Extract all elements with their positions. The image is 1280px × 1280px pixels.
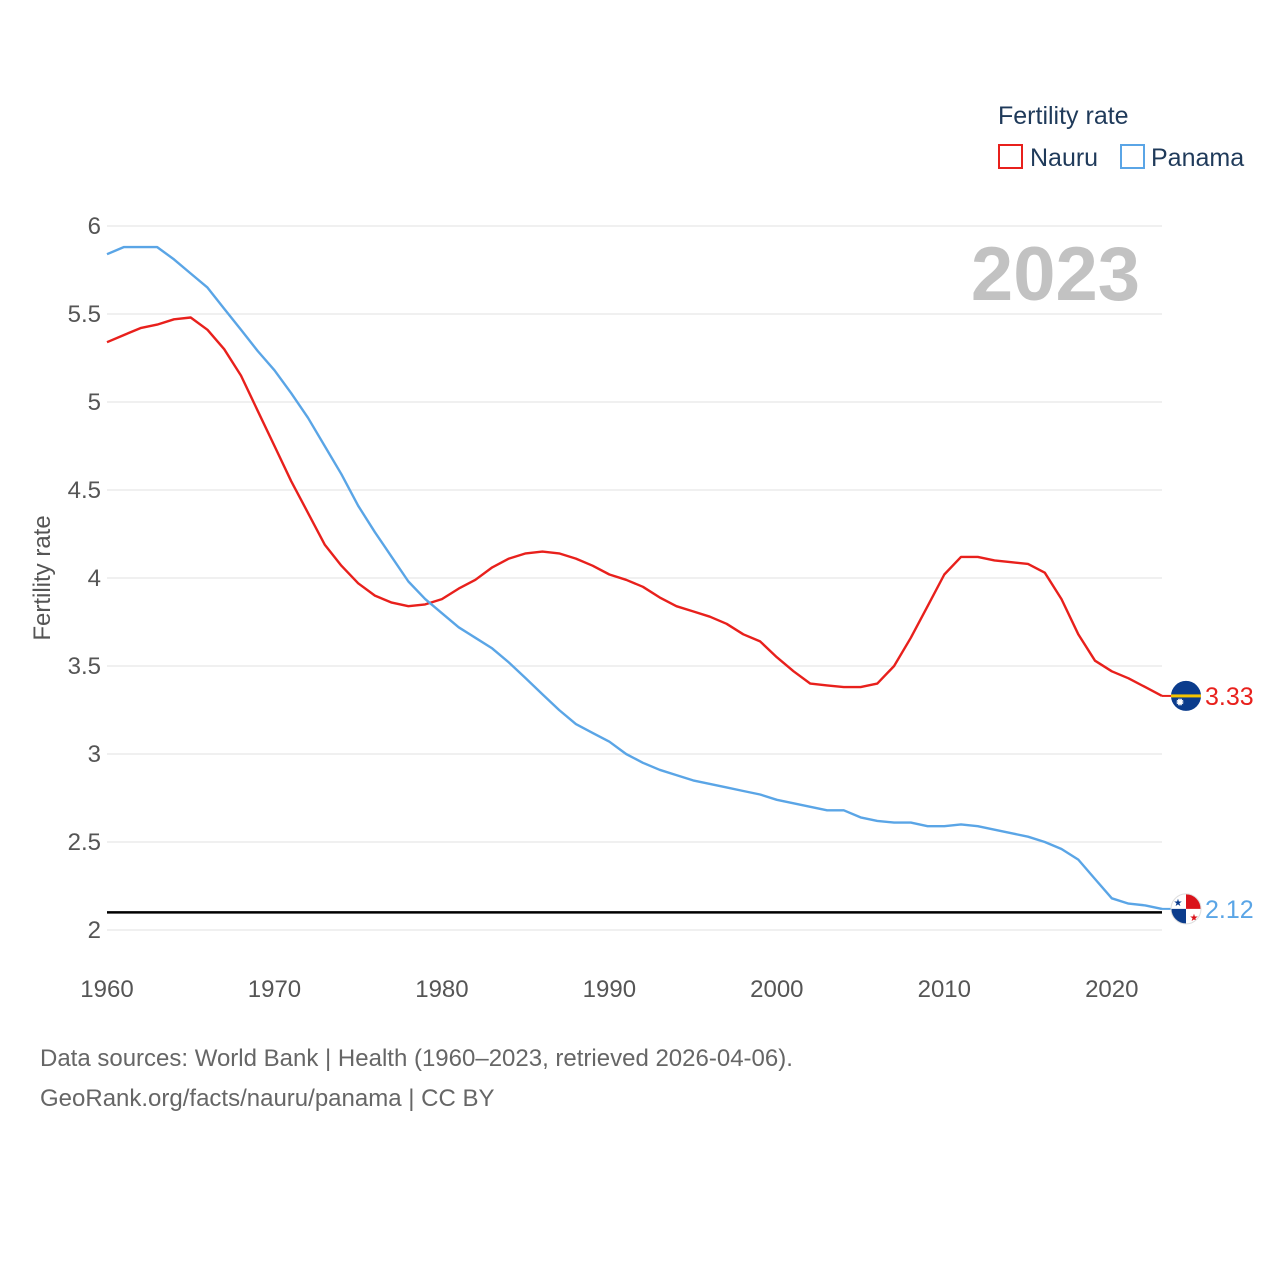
source-line-1: Data sources: World Bank | Health (1960–… xyxy=(40,1045,793,1072)
y-tick-label: 2.5 xyxy=(68,829,101,856)
y-tick-label: 5 xyxy=(88,389,101,416)
panama-flag-border xyxy=(1170,893,1202,925)
year-label: 2023 xyxy=(971,232,1140,317)
source-line-2[interactable]: GeoRank.org/facts/nauru/panama | CC BY xyxy=(40,1085,495,1112)
y-axis-title: Fertility rate xyxy=(29,515,56,640)
series-line-panama xyxy=(106,245,1163,911)
x-axis-ticks: 1960 1970 1980 1990 2000 2010 2020 xyxy=(80,976,1138,1003)
x-tick-label: 2000 xyxy=(750,976,803,1003)
y-tick-label: 2 xyxy=(88,917,101,944)
x-tick-label: 2020 xyxy=(1085,976,1138,1003)
nauru-flag-stripe xyxy=(1171,694,1201,698)
end-value-label-nauru: 3.33 xyxy=(1205,683,1254,711)
panama-flag-blue-star: ★ xyxy=(1174,898,1183,909)
y-tick-label: 3.5 xyxy=(68,653,101,680)
legend-swatch-nauru[interactable] xyxy=(998,144,1023,169)
legend-label-panama[interactable]: Panama xyxy=(1151,144,1244,172)
legend-title: Fertility rate xyxy=(998,102,1129,130)
y-tick-label: 5.5 xyxy=(68,301,101,328)
y-tick-label: 4.5 xyxy=(68,477,101,504)
y-tick-label: 3 xyxy=(88,741,101,768)
series-line-nauru xyxy=(106,316,1163,697)
x-tick-label: 1990 xyxy=(583,976,636,1003)
nauru-flag-star: ✹ xyxy=(1175,696,1184,709)
end-value-label-panama: 2.12 xyxy=(1205,896,1254,924)
legend-label-nauru[interactable]: Nauru xyxy=(1030,144,1098,172)
x-tick-label: 1970 xyxy=(248,976,301,1003)
panama-flag-icon: ★★ xyxy=(1170,893,1202,925)
y-tick-label: 4 xyxy=(88,565,101,592)
series-lines xyxy=(106,245,1163,911)
nauru-flag-icon: ✹ xyxy=(1171,680,1201,711)
y-axis-ticks: 2 2.5 3 3.5 4 4.5 5 5.5 6 xyxy=(68,213,101,944)
end-markers: ✹ 3.33★★ 2.12 xyxy=(1162,680,1254,925)
x-tick-label: 1960 xyxy=(80,976,133,1003)
x-tick-label: 2010 xyxy=(918,976,971,1003)
panama-flag-red-star: ★ xyxy=(1190,913,1199,924)
legend-swatch-panama[interactable] xyxy=(1120,144,1145,169)
legend: Fertility rate Nauru Panama xyxy=(998,102,1244,172)
gridlines xyxy=(107,225,1162,931)
y-tick-label: 6 xyxy=(88,213,101,240)
x-tick-label: 1980 xyxy=(415,976,468,1003)
